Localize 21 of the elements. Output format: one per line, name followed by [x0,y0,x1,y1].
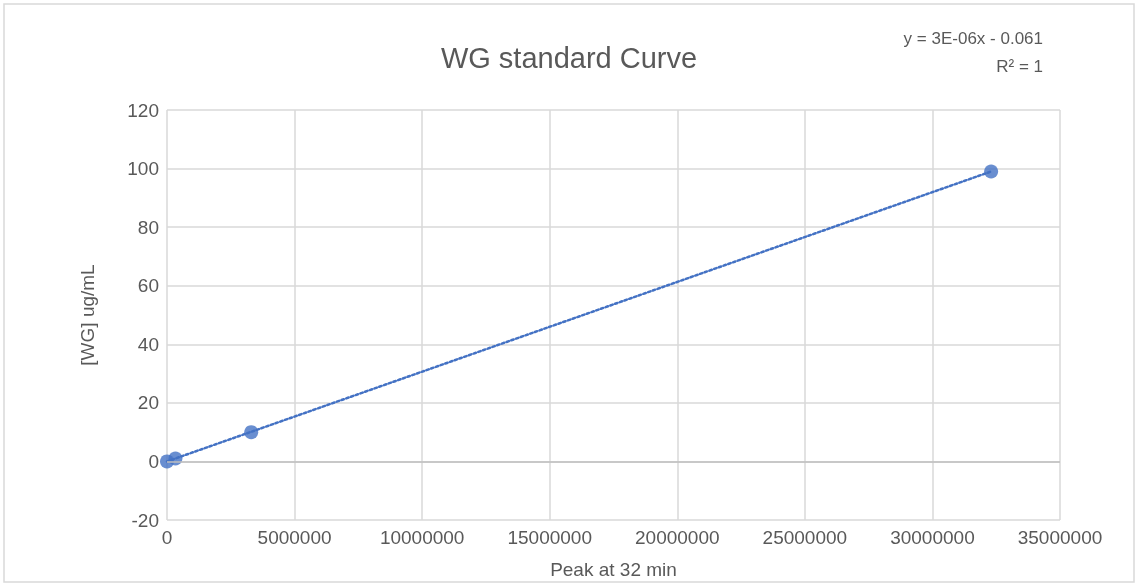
x-tick-label: 5000000 [257,527,332,548]
y-tick-label: 40 [137,333,159,355]
x-tick-label: 25000000 [762,527,848,548]
y-tick-label: 0 [148,450,159,472]
y-tick-label: 120 [127,99,159,121]
x-tick-label: 0 [161,527,173,548]
text: y = 3E-06x - 0.061 [903,29,1043,48]
x-tick-label: 20000000 [635,527,720,548]
y-tick-label: -20 [131,509,159,531]
x-tick-label: 35000000 [1017,527,1103,548]
y-tick-label: 60 [137,275,159,297]
y-tick-label: 100 [127,158,159,180]
y-axis-title: [WG] ug/mL [77,264,98,366]
chart-title: WG standard Curve [440,41,698,74]
x-tick-label: 30000000 [890,527,975,548]
y-tick-label: 20 [137,392,159,414]
text: R² = 1 [996,57,1044,76]
x-tick-label: 15000000 [507,527,592,548]
x-tick-label: 10000000 [379,527,465,548]
x-axis-title: Peak at 32 min [550,559,677,580]
y-tick-label: 80 [137,216,159,238]
